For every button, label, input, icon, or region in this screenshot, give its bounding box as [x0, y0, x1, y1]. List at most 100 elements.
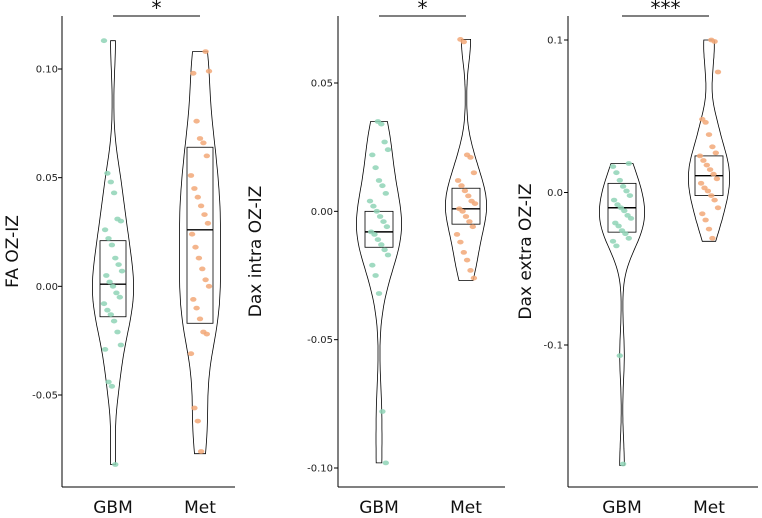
data-point — [105, 236, 112, 241]
data-point — [460, 250, 467, 255]
data-point — [702, 120, 709, 125]
data-point — [101, 347, 109, 352]
data-point — [463, 257, 471, 263]
data-point — [470, 170, 478, 176]
data-point — [703, 162, 710, 168]
data-point — [205, 283, 213, 289]
data-point — [193, 305, 200, 311]
data-point — [708, 193, 715, 199]
data-point — [375, 291, 383, 296]
data-point — [461, 188, 469, 194]
data-point — [118, 268, 126, 274]
data-point — [378, 242, 385, 248]
data-point — [202, 277, 209, 283]
data-point — [205, 68, 213, 74]
data-point — [458, 183, 465, 189]
data-point — [188, 231, 196, 237]
data-point — [100, 301, 108, 307]
data-point — [609, 238, 617, 244]
data-point — [187, 173, 195, 178]
y-tick-label: -0.05 — [307, 335, 333, 346]
data-point — [384, 252, 392, 258]
data-point — [609, 164, 617, 170]
x-category-label: Met — [450, 498, 482, 518]
data-point — [460, 39, 467, 45]
data-point — [625, 161, 632, 166]
data-point — [619, 461, 627, 467]
y-tick-label: 0.10 — [36, 65, 58, 76]
data-point — [112, 255, 119, 261]
data-point — [199, 266, 206, 272]
x-category-label: GBM — [602, 498, 642, 518]
data-point — [710, 171, 717, 177]
data-point — [469, 224, 476, 230]
significance-label: * — [418, 0, 428, 20]
data-point — [187, 351, 195, 357]
data-point — [459, 208, 466, 214]
data-point — [191, 186, 198, 191]
data-point — [714, 205, 722, 211]
data-point — [376, 214, 384, 219]
significance-label: *** — [651, 0, 681, 20]
series-met — [688, 37, 730, 242]
data-point — [197, 203, 205, 209]
data-point — [467, 268, 474, 273]
data-point — [711, 197, 718, 203]
data-point — [190, 70, 197, 76]
data-point — [192, 244, 199, 250]
data-point — [471, 201, 479, 207]
data-point — [714, 69, 722, 75]
data-point — [382, 191, 389, 196]
y-tick-label: -0.10 — [307, 464, 333, 475]
data-point — [623, 188, 630, 194]
data-point — [627, 216, 635, 221]
data-point — [616, 353, 623, 359]
data-point — [379, 409, 386, 414]
data-point — [375, 178, 383, 183]
data-point — [454, 178, 462, 183]
data-point — [625, 235, 632, 241]
data-point — [615, 223, 622, 229]
data-point — [616, 177, 623, 183]
data-point — [700, 158, 707, 163]
data-point — [467, 155, 474, 160]
y-tick-label: 0.00 — [311, 207, 333, 218]
significance-label: * — [152, 0, 162, 20]
data-point — [613, 243, 620, 249]
data-point — [195, 255, 203, 261]
x-category-label: GBM — [359, 498, 399, 518]
data-point — [381, 139, 388, 145]
data-point — [380, 219, 387, 225]
data-point — [373, 208, 380, 214]
y-tick-label: 0.1 — [547, 36, 563, 47]
violin-outline — [91, 40, 135, 465]
data-point — [457, 239, 464, 245]
data-point — [384, 147, 392, 153]
data-point — [713, 176, 721, 182]
data-point — [107, 179, 115, 185]
data-point — [116, 294, 124, 300]
y-axis-label: Dax extra OZ-IZ — [516, 183, 536, 319]
data-point — [370, 203, 377, 209]
y-tick-label: 0.00 — [36, 282, 58, 293]
series-gbm — [598, 161, 646, 467]
x-category-label: Met — [693, 498, 725, 518]
box-iqr — [186, 146, 214, 324]
data-point — [194, 194, 201, 200]
data-point — [470, 275, 478, 281]
data-point — [699, 211, 706, 217]
data-point — [369, 262, 376, 268]
x-category-label: GBM — [93, 498, 133, 518]
data-point — [109, 283, 117, 289]
data-point — [196, 316, 204, 322]
y-tick-label: -0.05 — [32, 391, 58, 402]
data-point — [117, 342, 125, 348]
data-point — [383, 224, 391, 230]
data-point — [202, 49, 209, 54]
data-point — [197, 449, 205, 454]
data-point — [203, 153, 210, 159]
data-point — [610, 197, 618, 203]
data-point — [705, 226, 713, 232]
data-point — [372, 165, 379, 171]
violin-outline — [688, 39, 730, 242]
